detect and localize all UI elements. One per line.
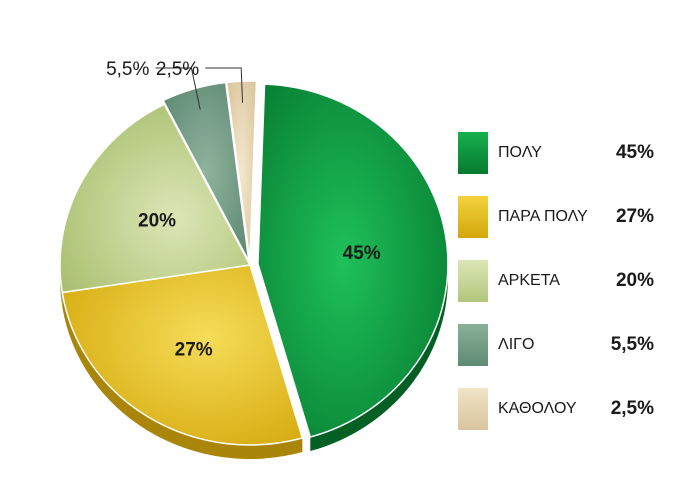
legend-value: 20% — [615, 270, 654, 291]
legend-swatch — [458, 132, 488, 174]
slice-ligo-leader-line — [155, 67, 201, 110]
legend-swatch — [458, 196, 488, 238]
slice-polu-label: 45% — [343, 243, 381, 264]
slice-katholou-leader-line — [205, 67, 244, 103]
legend-item-katholou: ΚΑΘΟΛΟΥ 2,5% — [458, 388, 658, 432]
legend-label: ΑΡΚΕΤΑ — [498, 272, 560, 289]
legend-swatch — [458, 388, 488, 430]
legend-swatch — [458, 260, 488, 302]
legend-swatch — [458, 324, 488, 366]
slice-arketa — [59, 103, 252, 294]
slice-arketa-label: 20% — [138, 211, 176, 232]
legend-item-ligo: ΛΙΓΟ 5,5% — [458, 324, 658, 368]
legend-item-para-polu: ΠΑΡΑ ΠΟΛΥ 27% — [458, 196, 658, 240]
slice-polu — [257, 83, 449, 438]
slice-katholou-label: 2,5% — [156, 59, 199, 80]
legend-label: ΠΑΡΑ ΠΟΛΥ — [498, 208, 588, 225]
legend-value: 2,5% — [610, 398, 654, 419]
legend-item-polu: ΠΟΛΥ 45% — [458, 132, 658, 176]
legend-value: 5,5% — [610, 334, 654, 355]
slice-ligo-label: 5,5% — [106, 59, 149, 80]
slice-para-polu-label: 27% — [175, 339, 213, 360]
legend-label: ΠΟΛΥ — [498, 144, 542, 161]
legend-label: ΚΑΘΟΛΟΥ — [498, 400, 577, 417]
slice-para-polu — [61, 264, 304, 446]
slice-ligo — [162, 81, 250, 262]
legend-label: ΛΙΓΟ — [498, 336, 535, 353]
legend-value: 45% — [615, 142, 654, 163]
legend-value: 27% — [615, 206, 654, 227]
legend-item-arketa: ΑΡΚΕΤΑ 20% — [458, 260, 658, 304]
